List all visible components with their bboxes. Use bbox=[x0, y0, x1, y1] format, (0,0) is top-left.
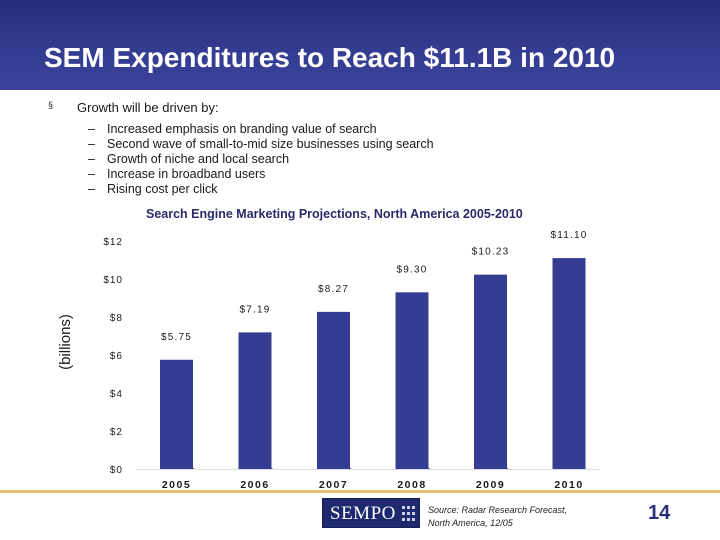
slide-title: SEM Expenditures to Reach $11.1B in 2010 bbox=[44, 42, 616, 73]
data-label-2005: $5.75 bbox=[161, 332, 192, 343]
logo-text: SEMPO bbox=[330, 503, 396, 524]
bar-2007 bbox=[317, 311, 350, 469]
logo-dots-icon bbox=[402, 506, 415, 521]
header-banner: SEM Expenditures to Reach $11.1B in 2010 bbox=[0, 0, 720, 90]
bullet-marker: § bbox=[48, 100, 54, 110]
x-tick-label-2008: 2008 bbox=[397, 479, 426, 490]
bar-2009 bbox=[474, 274, 507, 469]
chart-title: Search Engine Marketing Projections, Nor… bbox=[146, 207, 523, 221]
y-tick-label: $8 bbox=[110, 313, 123, 324]
bar-2008 bbox=[395, 292, 429, 469]
source-line-1: Source: Radar Research Forecast, bbox=[428, 505, 568, 515]
y-tick-label: $0 bbox=[110, 465, 123, 476]
bar-chart: (billions) $0 $2 $4 $6 $8 $10 $12 $5.75 2005 $7.19… bbox=[57, 230, 600, 490]
sub-bullet-text: Second wave of small-to-mid size busines… bbox=[107, 137, 434, 151]
sub-bullet-dash: – bbox=[88, 137, 95, 151]
x-tick-label-2007: 2007 bbox=[319, 479, 348, 490]
sempo-logo: SEMPO bbox=[322, 498, 420, 528]
data-label-2009: $10.23 bbox=[472, 247, 510, 258]
sub-bullet-dash: – bbox=[88, 167, 95, 181]
bar-2005 bbox=[160, 359, 193, 469]
sub-bullet-dash: – bbox=[88, 152, 95, 166]
y-tick-label: $6 bbox=[110, 351, 123, 362]
sub-bullet-dash: – bbox=[88, 122, 95, 136]
sub-bullet-text: Increase in broadband users bbox=[107, 167, 266, 181]
y-axis-label: (billions) bbox=[57, 314, 74, 370]
x-tick-label-2006: 2006 bbox=[240, 479, 269, 490]
data-label-2008: $9.30 bbox=[396, 264, 427, 275]
sub-bullet-text: Rising cost per click bbox=[107, 182, 218, 196]
page-number: 14 bbox=[648, 502, 671, 524]
y-tick-label: $4 bbox=[110, 389, 123, 400]
x-tick-label-2005: 2005 bbox=[162, 479, 191, 490]
source-line-2: North America, 12/05 bbox=[428, 518, 513, 528]
bullet-heading-text: Growth will be driven by: bbox=[77, 100, 219, 115]
y-tick-label: $2 bbox=[110, 427, 123, 438]
footer-divider bbox=[0, 490, 720, 493]
data-label-2007: $8.27 bbox=[318, 284, 349, 295]
sub-bullet-text: Growth of niche and local search bbox=[107, 152, 290, 166]
x-tick-label-2009: 2009 bbox=[476, 479, 505, 490]
sub-bullet-dash: – bbox=[88, 182, 95, 196]
y-tick-label: $10 bbox=[103, 275, 123, 286]
x-tick-label-2010: 2010 bbox=[554, 479, 583, 490]
sub-bullet-text: Increased emphasis on branding value of … bbox=[107, 122, 377, 136]
source-note: Source: Radar Research Forecast, North A… bbox=[428, 504, 608, 530]
data-label-2010: $11.10 bbox=[550, 230, 587, 241]
bar-2010 bbox=[552, 258, 586, 469]
data-label-2006: $7.19 bbox=[239, 304, 270, 315]
bar-2006 bbox=[238, 332, 272, 469]
y-tick-label: $12 bbox=[103, 237, 123, 248]
